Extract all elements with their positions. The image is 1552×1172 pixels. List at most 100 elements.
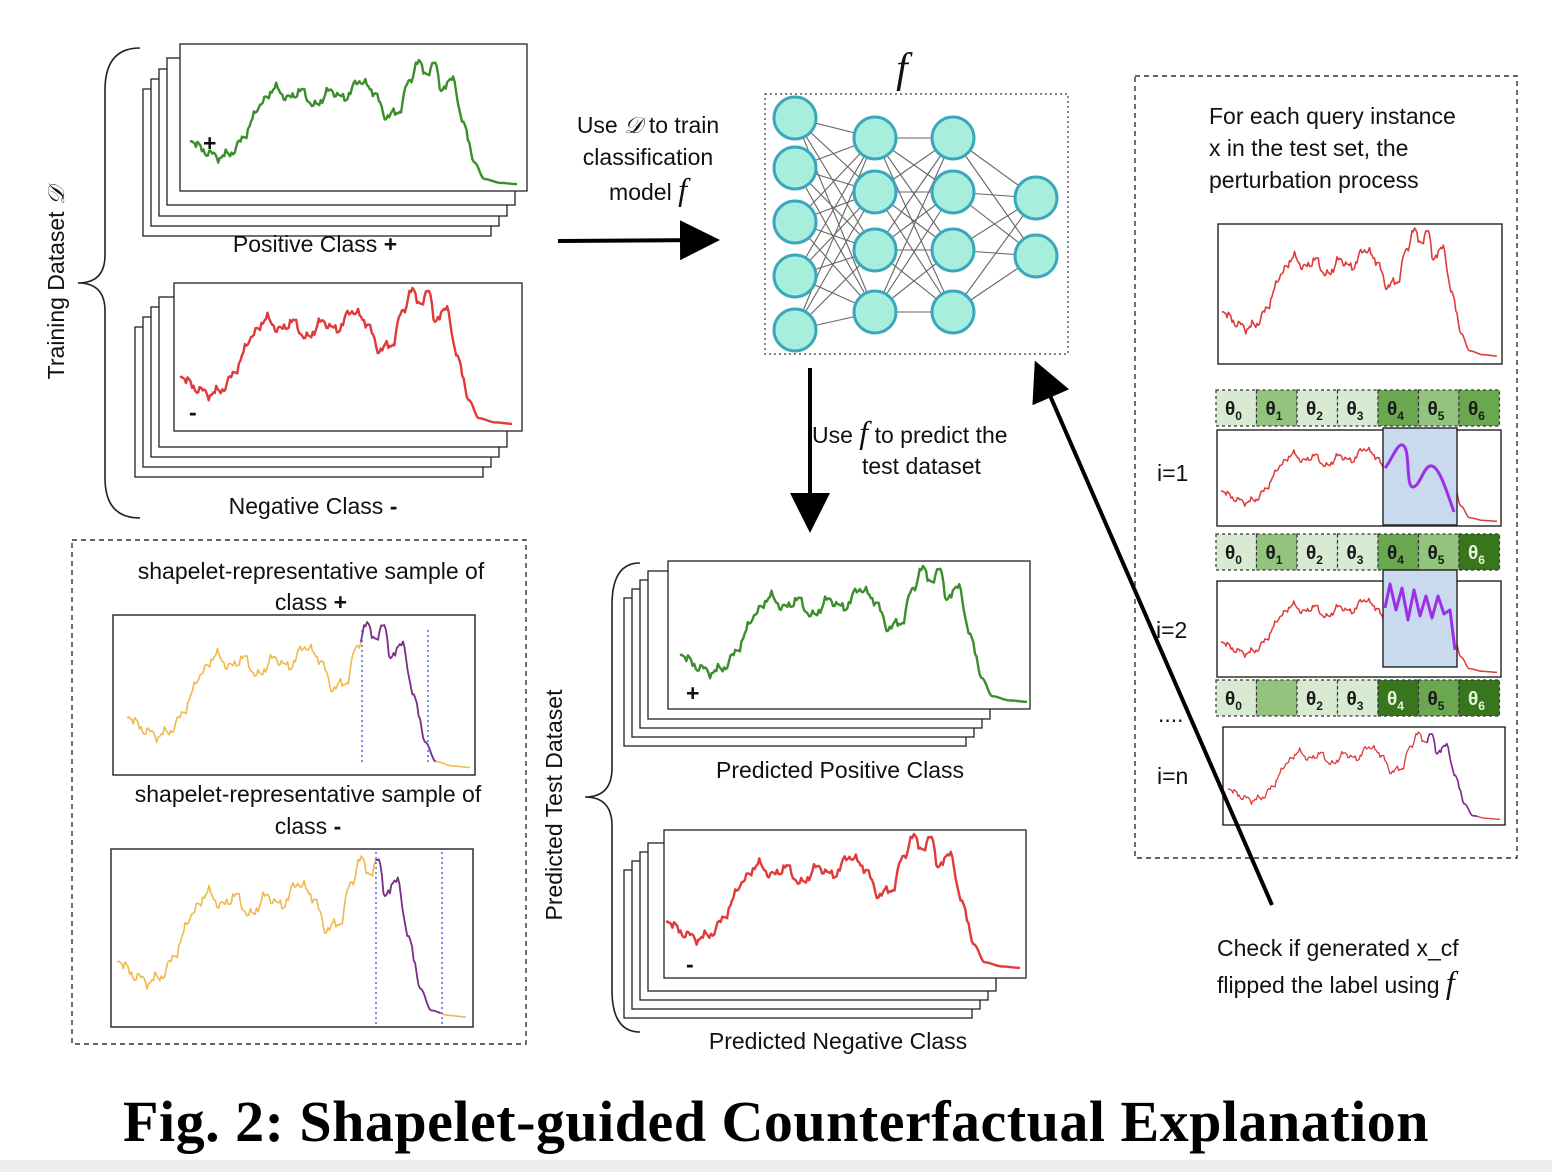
train-step-line1: Use 𝒟 to train [577,112,719,138]
iteration-ellipsis: .... [1158,701,1184,727]
query-instance-series [1221,227,1497,357]
predicted-dataset-label: Predicted Test Dataset [541,689,567,921]
network-edge [952,197,1037,313]
theta-segment [1215,389,1258,427]
predicted-positive-card [667,560,1031,710]
train-step-line2: classification [583,144,713,170]
network-node-layer-1 [772,199,818,245]
positive-training-series [189,58,518,186]
predicted-negative-card [663,829,1027,979]
shapelet-negative-card [110,848,474,1028]
negative-training-series [179,286,512,425]
network-edge [874,137,954,251]
theta-segment [1215,533,1258,571]
shapelet-positive-title-2: class + [275,589,347,615]
predict-step: Use f to predict the test dataset [790,368,1008,533]
model-network: f [764,46,1069,355]
perturbation-panel: For each query instance x in the test se… [1134,75,1518,859]
window-bottom-bar [0,1160,1552,1172]
predicted-negative-series [665,832,1021,970]
check-step-line2: flipped the label using f [1217,964,1459,1000]
model-box [764,93,1069,355]
predict-step-line2: test dataset [862,453,982,479]
theta-segment [1336,533,1379,571]
model-label: f [896,46,913,92]
perturbation-title-3: perturbation process [1209,167,1419,193]
predicted-positive-series [679,564,1027,703]
theta-segment [1458,679,1501,717]
predicted-positive-sign: + [686,680,699,706]
network-node-layer-3 [930,289,976,335]
network-node-layer-2 [852,115,898,161]
perturbed-window-2 [1382,569,1458,668]
theta-segment [1296,389,1339,427]
predicted-positive-label: Predicted Positive Class [716,757,964,783]
network-node-layer-3 [930,115,976,161]
network-edges [794,117,1037,331]
network-node-layer-4 [1013,233,1059,279]
network-node-layer-2 [852,227,898,273]
segment-bar-in: θ0 θ2 θ3 θ4 θ5 θ6 [1215,679,1501,717]
predicted-brace [584,562,641,1033]
training-dataset-group: Training Dataset 𝒟 + Positive Class + - [43,43,528,519]
training-brace [77,47,141,519]
predicted-negative-sign: - [686,951,694,977]
network-edge [874,191,954,313]
theta-segment [1377,533,1420,571]
perturbation-title-1: For each query instance [1209,103,1456,129]
positive-sample-card [179,43,528,192]
figure-caption: Fig. 2: Shapelet-guided Counterfactual E… [123,1089,1429,1154]
theta-segment [1215,679,1258,717]
network-edge [874,137,954,313]
perturbation-panel-border [1134,75,1518,859]
network-nodes [772,95,1059,353]
perturbation-title-2: x in the test set, the [1209,135,1408,161]
shapelet-negative-title-1: shapelet-representative sample of [135,781,482,807]
segment-bar-i1: θ0 θ1 θ2 θ3 θ4 θ5 θ6 [1215,389,1501,427]
positive-class-stack: + [142,43,528,237]
theta-segment [1417,389,1460,427]
network-node-layer-1 [772,253,818,299]
positive-sample-sign: + [203,130,216,156]
network-edge [794,191,876,331]
network-edge [794,137,876,331]
train-arrow [557,220,720,261]
network-node-layer-2 [852,169,898,215]
train-step: Use 𝒟 to train classification model f [557,112,720,261]
theta-segment [1336,679,1379,717]
theta-segment [1336,389,1379,427]
predicted-dataset-group: Predicted Test Dataset + Predicted Posit… [541,560,1031,1054]
theta-segment [1417,679,1460,717]
theta-segment [1255,389,1298,427]
perturbed-shapelet-2 [1383,582,1457,651]
theta-segment [1255,533,1298,571]
network-edge [794,137,876,277]
shapelet-panel-border [71,539,527,1045]
network-edge [794,117,876,251]
perturbed-window-1 [1382,427,1458,526]
iteration-label-n: i=n [1157,763,1188,789]
theta-segment [1296,533,1339,571]
shapelet-positive-title-1: shapelet-representative sample of [138,558,485,584]
training-dataset-label: Training Dataset 𝒟 [43,182,69,379]
shapelet-panel: shapelet-representative sample of class … [71,539,527,1045]
predicted-negative-label: Predicted Negative Class [709,1028,967,1054]
theta-segment [1458,533,1501,571]
negative-sample-sign: - [189,399,197,425]
check-step-line1: Check if generated x_cf [1217,935,1459,961]
iteration-card-n [1222,726,1506,826]
network-node-layer-4 [1013,175,1059,221]
predicted-positive-stack: + [623,560,1031,747]
theta-segment [1377,679,1420,717]
segment-bar-i2: θ0 θ1 θ2 θ3 θ4 θ5 θ6 [1215,533,1501,571]
check-arrow [1032,360,1274,906]
negative-class-stack: - [134,282,523,478]
negative-class-label: Negative Class - [229,493,398,519]
iteration-label-2: i=2 [1156,617,1187,643]
positive-class-label: Positive Class + [233,231,397,257]
iteration-n-shapelet [1426,733,1478,818]
check-step: Check if generated x_cf flipped the labe… [1032,360,1459,1000]
perturbed-shapelet-1 [1383,443,1456,513]
network-edge [794,167,876,313]
iteration-card-2 [1216,580,1502,678]
